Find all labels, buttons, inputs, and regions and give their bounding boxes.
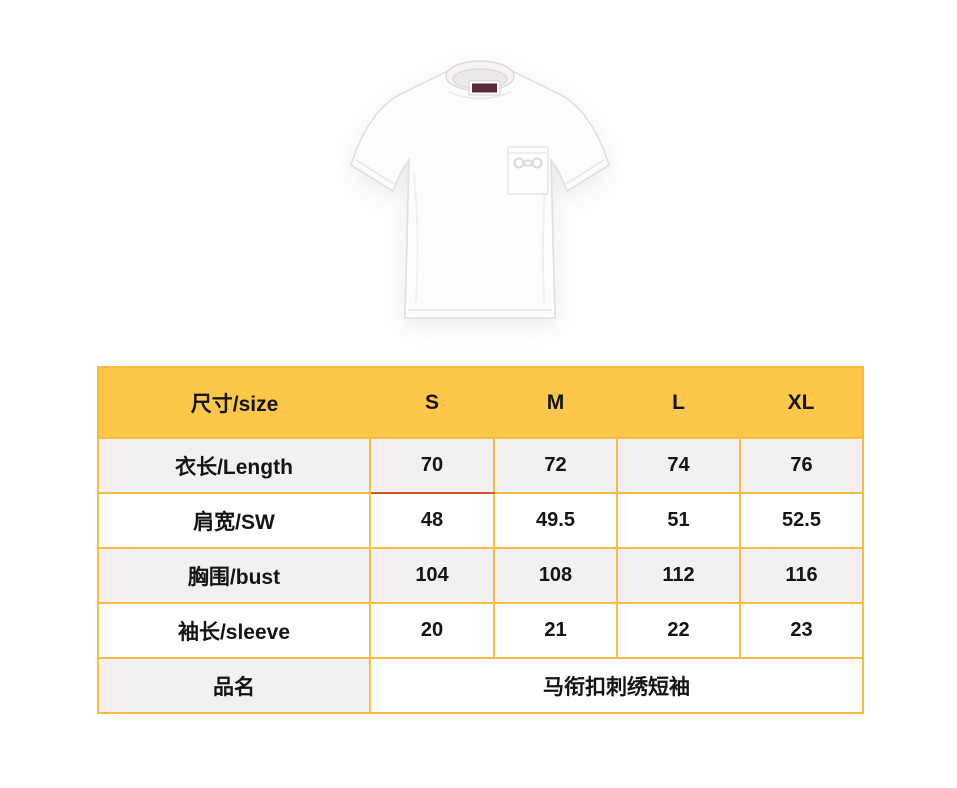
horsebit-embroidery-icon bbox=[513, 157, 543, 169]
tshirt-body bbox=[350, 64, 610, 319]
header-size-l: L bbox=[617, 367, 740, 438]
fold-line-left bbox=[413, 171, 419, 303]
size-chart-table: 尺寸/size S M L XL 衣长/Length 70 72 74 76 肩… bbox=[97, 366, 864, 714]
cell-sleeve-xl: 23 bbox=[739, 602, 864, 659]
chest-pocket bbox=[507, 146, 549, 195]
cell-sleeve-l: 22 bbox=[616, 602, 741, 659]
collar-seam bbox=[448, 91, 512, 100]
cell-length-s: 70 bbox=[369, 437, 495, 494]
neck-label bbox=[472, 83, 497, 93]
cell-sleeve-m: 21 bbox=[493, 602, 618, 659]
cell-shoulder-m: 49.5 bbox=[493, 492, 618, 549]
cell-bust-s: 104 bbox=[369, 547, 495, 604]
product-name-value: 马衔扣刺绣短袖 bbox=[369, 657, 864, 714]
row-shoulder: 肩宽/SW 48 49.5 51 52.5 bbox=[97, 492, 864, 549]
row-sleeve: 袖长/sleeve 20 21 22 23 bbox=[97, 602, 864, 659]
header-size-m: M bbox=[494, 367, 617, 438]
cell-length-l: 74 bbox=[616, 437, 741, 494]
row-label-bust: 胸围/bust bbox=[97, 547, 371, 604]
tshirt-image bbox=[350, 60, 610, 319]
header-size-label: 尺寸/size bbox=[98, 367, 370, 438]
row-label-length: 衣长/Length bbox=[97, 437, 371, 494]
cell-bust-m: 108 bbox=[493, 547, 618, 604]
row-bust: 胸围/bust 104 108 112 116 bbox=[97, 547, 864, 604]
cell-length-m: 72 bbox=[493, 437, 618, 494]
product-photo bbox=[330, 52, 630, 342]
cell-bust-xl: 116 bbox=[739, 547, 864, 604]
cell-bust-l: 112 bbox=[616, 547, 741, 604]
product-name-row: 品名 马衔扣刺绣短袖 bbox=[97, 657, 864, 714]
size-chart-header-row: 尺寸/size S M L XL bbox=[98, 367, 863, 438]
row-label-shoulder: 肩宽/SW bbox=[97, 492, 371, 549]
header-size-xl: XL bbox=[740, 367, 863, 438]
sleeve-hem-stitch-right bbox=[565, 159, 605, 185]
row-length: 衣长/Length 70 72 74 76 bbox=[97, 437, 864, 494]
cell-sleeve-s: 20 bbox=[369, 602, 495, 659]
header-size-s: S bbox=[370, 367, 494, 438]
cell-shoulder-l: 51 bbox=[616, 492, 741, 549]
sleeve-hem-stitch-left bbox=[355, 159, 395, 185]
product-name-label: 品名 bbox=[97, 657, 371, 714]
cell-length-xl: 76 bbox=[739, 437, 864, 494]
cell-shoulder-xl: 52.5 bbox=[739, 492, 864, 549]
cell-shoulder-s: 48 bbox=[369, 492, 495, 549]
row-label-sleeve: 袖长/sleeve bbox=[97, 602, 371, 659]
